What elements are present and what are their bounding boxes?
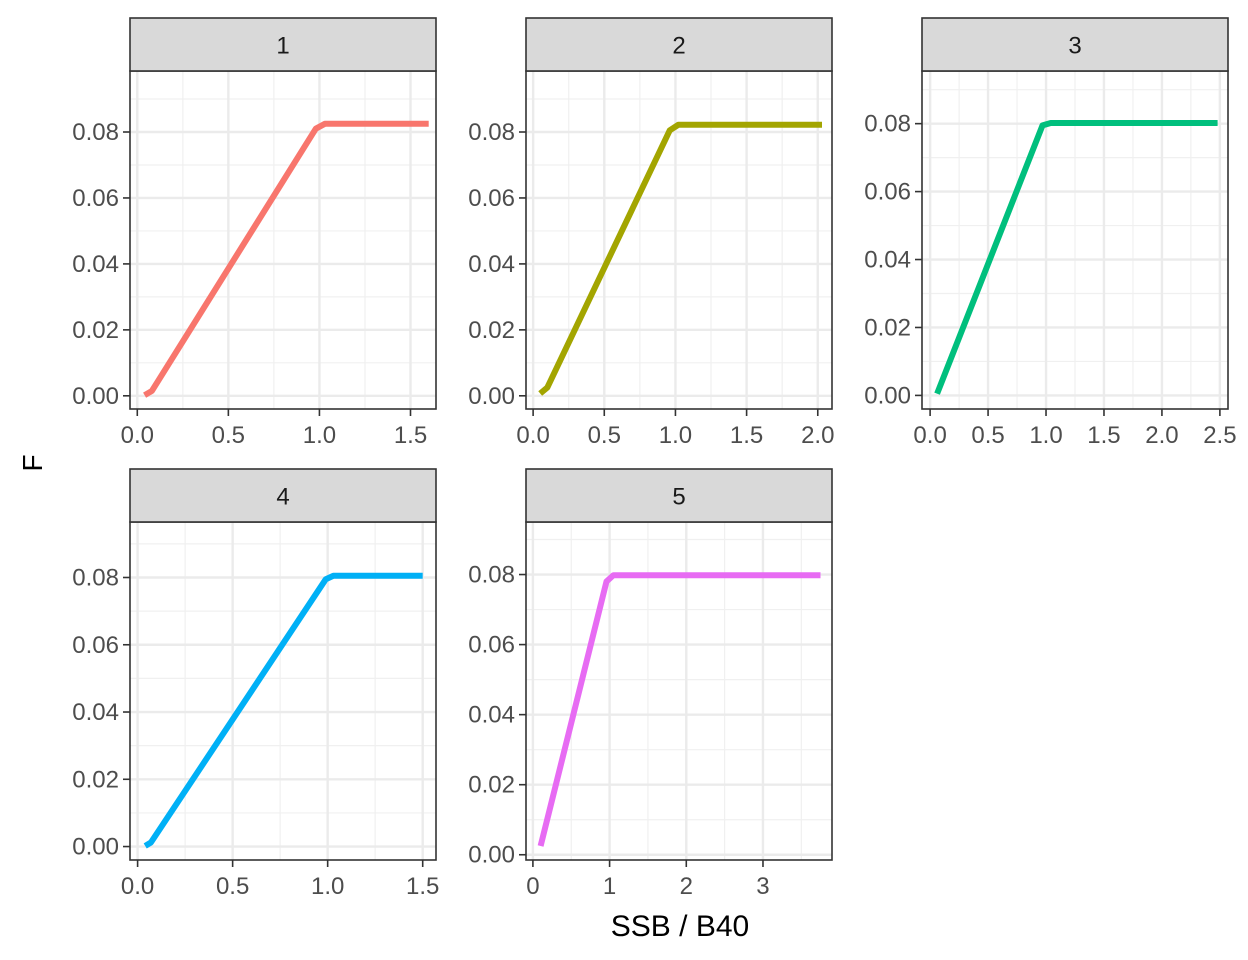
y-tick-label: 0.04 xyxy=(72,251,119,278)
x-tick-label: 1.0 xyxy=(311,873,344,900)
facet-strip-label: 1 xyxy=(276,33,289,60)
x-tick-label: 3 xyxy=(756,873,769,900)
y-tick-label: 0.04 xyxy=(72,699,119,726)
y-tick-label: 0.00 xyxy=(468,383,515,410)
facet-strip-label: 5 xyxy=(672,484,685,511)
x-tick-label: 1.5 xyxy=(730,422,763,449)
facet-strip-label: 3 xyxy=(1068,33,1081,60)
x-tick-label: 2.0 xyxy=(1145,422,1178,449)
y-tick-label: 0.06 xyxy=(468,632,515,659)
facet-strip xyxy=(129,17,437,72)
y-tick-label: 0.02 xyxy=(72,766,119,793)
x-tick-label: 0.0 xyxy=(516,422,549,449)
x-tick-label: 0.5 xyxy=(212,422,245,449)
x-tick-label: 0.5 xyxy=(588,422,621,449)
y-tick-label: 0.08 xyxy=(468,119,515,146)
y-tick-label: 0.04 xyxy=(468,251,515,278)
x-tick-label: 2.0 xyxy=(801,422,834,449)
y-tick-label: 0.02 xyxy=(864,314,911,341)
y-tick-label: 0.00 xyxy=(864,382,911,409)
y-tick-label: 0.08 xyxy=(864,111,911,138)
x-tick-label: 0.5 xyxy=(971,422,1004,449)
facet-panel-4: 4 0.0 0.5 1.0 1.5 0.00 0.02 0.04 0.06 0.08 xyxy=(72,468,439,900)
facet-panel-3: 3 0.0 0.5 1.0 1.5 2.0 2.5 0.00 0.02 0.04 0.06 0.08 xyxy=(864,17,1237,449)
y-axis-title: F xyxy=(17,454,48,471)
series-line-1 xyxy=(143,120,429,398)
y-tick-label: 0.02 xyxy=(72,317,119,344)
x-tick-label: 0 xyxy=(526,873,539,900)
y-tick-label: 0.08 xyxy=(468,562,515,589)
facet-strip-label: 4 xyxy=(276,484,289,511)
series-line-5 xyxy=(537,572,821,847)
y-tick-label: 0.00 xyxy=(72,834,119,861)
y-tick-label: 0.00 xyxy=(72,383,119,410)
series-line-4 xyxy=(143,572,423,849)
x-tick-label: 0.0 xyxy=(121,422,154,449)
facet-panel-5: 5 0 1 2 3 0.00 0.02 0.04 0.06 0.08 xyxy=(468,468,833,900)
series-line-2 xyxy=(538,121,822,396)
x-tick-label: 0.0 xyxy=(121,873,154,900)
x-axis-title: SSB / B40 xyxy=(611,910,749,943)
facet-strip xyxy=(525,17,833,72)
x-tick-label: 0.0 xyxy=(913,422,946,449)
facet-strip-label: 2 xyxy=(672,33,685,60)
x-tick-label: 1.5 xyxy=(394,422,427,449)
x-tick-label: 2.5 xyxy=(1203,422,1236,449)
y-tick-label: 0.02 xyxy=(468,317,515,344)
y-tick-label: 0.04 xyxy=(468,702,515,729)
x-tick-label: 1 xyxy=(603,873,616,900)
facet-strip xyxy=(129,468,437,523)
x-tick-label: 1.5 xyxy=(406,873,439,900)
y-tick-label: 0.08 xyxy=(72,119,119,146)
series-line-3 xyxy=(934,120,1218,395)
x-tick-label: 1.0 xyxy=(1029,422,1062,449)
y-tick-label: 0.04 xyxy=(864,247,911,274)
x-tick-label: 0.5 xyxy=(216,873,249,900)
facet-panel-1: 1 0.0 0.5 1.0 1.5 0.00 0.02 0.04 0.06 0.08 xyxy=(72,17,437,449)
x-tick-label: 2 xyxy=(680,873,693,900)
facet-strip xyxy=(921,17,1229,72)
panel-background xyxy=(526,71,832,409)
facet-strip xyxy=(525,468,833,523)
y-tick-label: 0.06 xyxy=(864,179,911,206)
y-tick-label: 0.08 xyxy=(72,564,119,591)
y-tick-label: 0.06 xyxy=(72,185,119,212)
panel-background xyxy=(130,71,436,409)
y-tick-label: 0.06 xyxy=(468,185,515,212)
facet-panel-2: 2 0.0 0.5 1.0 1.5 2.0 0.00 0.02 0.04 0.06 0.08 xyxy=(468,17,834,449)
x-tick-label: 1.5 xyxy=(1087,422,1120,449)
y-tick-label: 0.06 xyxy=(72,632,119,659)
y-tick-label: 0.02 xyxy=(468,772,515,799)
y-tick-label: 0.00 xyxy=(468,842,515,869)
x-tick-label: 1.0 xyxy=(659,422,692,449)
x-tick-label: 1.0 xyxy=(303,422,336,449)
